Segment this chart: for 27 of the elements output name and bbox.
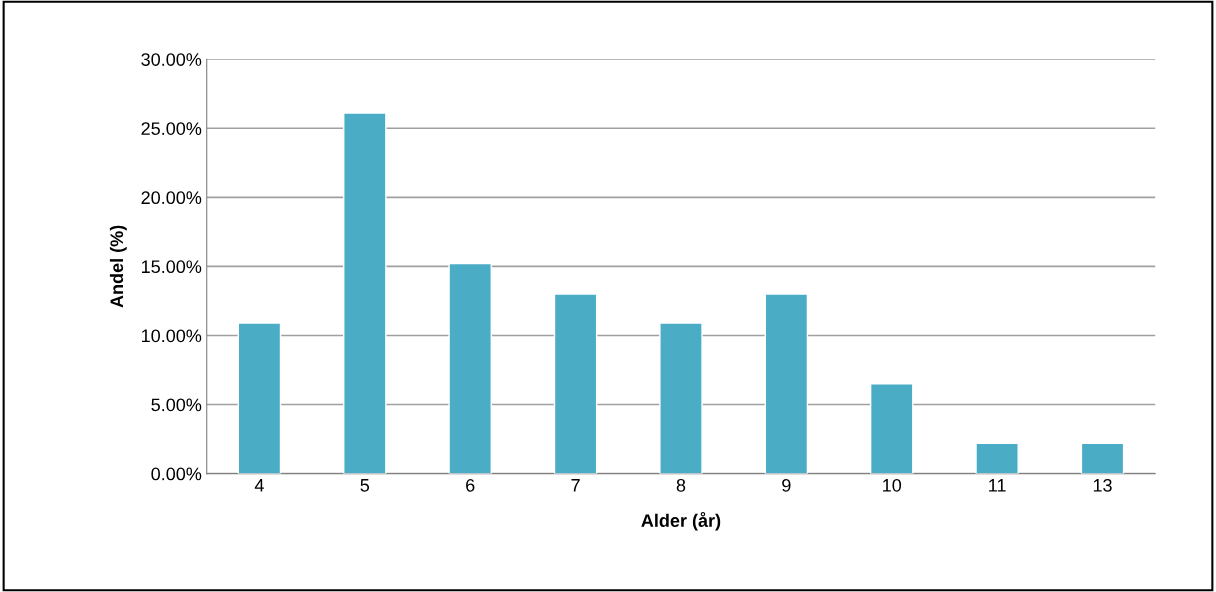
bar	[869, 383, 914, 474]
y-tick-label: 5.00%	[151, 398, 202, 412]
bar	[343, 112, 387, 474]
bar	[1080, 442, 1125, 474]
y-tick-label: 15.00%	[142, 260, 202, 274]
x-tick-label: 9	[782, 478, 791, 492]
x-tick-label: 10	[883, 478, 902, 492]
y-tick-label: 25.00%	[141, 122, 202, 135]
y-tick-label: 30.00%	[141, 53, 202, 66]
x-tick-label: 6	[466, 478, 475, 492]
x-tick-label: 7	[571, 479, 580, 492]
x-axis-title: Alder (år)	[641, 511, 721, 531]
bar	[553, 293, 598, 474]
y-tick-label: 10.00%	[142, 329, 202, 343]
y-axis-title: Andel (%)	[109, 225, 127, 308]
bar	[237, 322, 282, 474]
bar	[975, 442, 1019, 474]
x-tick-label: 13	[1093, 478, 1112, 492]
bar	[764, 293, 809, 474]
bar	[659, 322, 703, 474]
y-tick-label: 0.00%	[151, 467, 202, 481]
x-tick-label: 8	[676, 478, 686, 492]
x-tick-label: 11	[989, 479, 1006, 492]
x-tick-label: 4	[254, 479, 264, 492]
y-tick-label: 20.00%	[141, 191, 202, 205]
bar	[448, 262, 492, 474]
x-tick-label: 5	[360, 479, 370, 492]
